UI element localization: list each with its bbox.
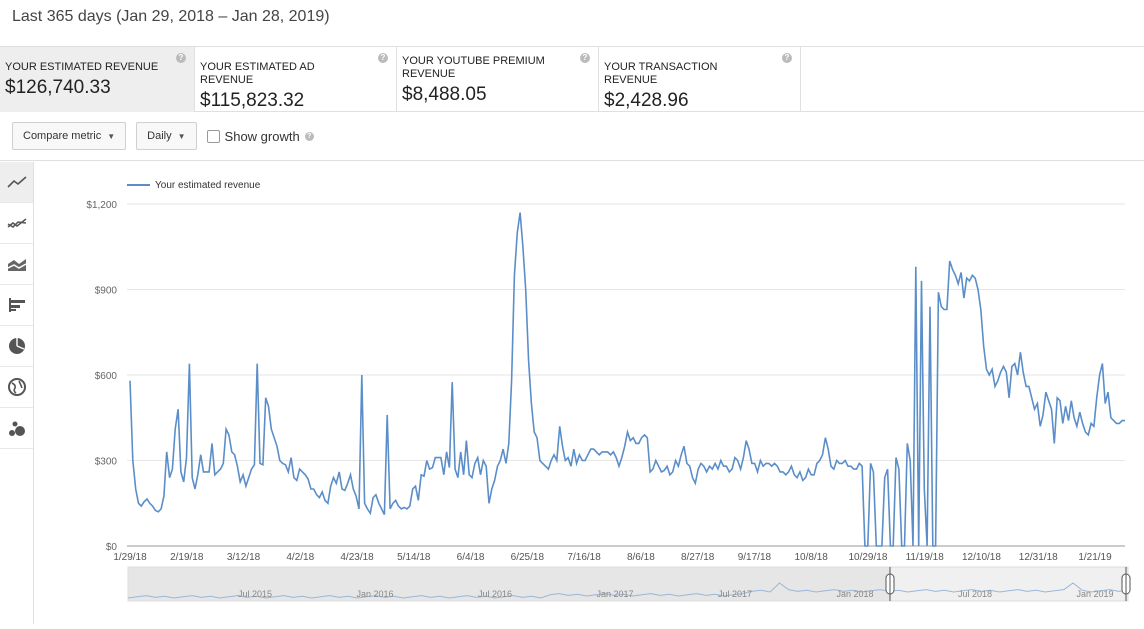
revenue-line-chart[interactable]: $0 $300 $600 $900 $1,200 1/29/18 2/19/18 3/12/1… — [35, 162, 1144, 624]
x-tick-label: 8/27/18 — [681, 552, 715, 563]
x-tick-label: 6/25/18 — [511, 552, 545, 563]
help-icon[interactable]: ? — [782, 53, 792, 63]
metric-tab-premium-revenue[interactable]: YOUR YOUTUBE PREMIUM REVENUE $8,488.05 ? — [397, 47, 599, 112]
navigator-label: Jul 2018 — [958, 589, 992, 599]
y-tick-label: $300 — [95, 457, 118, 468]
interval-label: Daily — [147, 130, 172, 142]
revenue-series-line — [129, 212, 1125, 547]
caret-down-icon: ▼ — [107, 131, 116, 141]
metric-tab-estimated-revenue[interactable]: YOUR ESTIMATED REVENUE $126,740.33 ? — [0, 47, 195, 112]
navigator-label: Jul 2017 — [718, 589, 752, 599]
help-icon[interactable]: ? — [378, 53, 388, 63]
navigator-label: Jul 2016 — [478, 589, 512, 599]
metric-value: $115,823.32 — [200, 90, 305, 111]
date-range-label[interactable]: Last 365 days (Jan 29, 2018 – Jan 28, 20… — [12, 8, 330, 25]
chart-type-sidebar — [0, 162, 34, 624]
x-tick-label: 6/4/18 — [457, 552, 485, 563]
metric-value: $126,740.33 — [5, 77, 111, 98]
bar-chart-icon — [8, 298, 25, 312]
line-chart-button[interactable] — [0, 162, 33, 203]
help-icon[interactable]: ? — [580, 53, 590, 63]
navigator-line — [127, 582, 1129, 599]
navigator-label: Jan 2016 — [356, 589, 393, 599]
help-icon[interactable]: ? — [304, 131, 314, 141]
compare-metric-label: Compare metric — [23, 130, 102, 142]
bar-chart-button[interactable] — [0, 285, 33, 326]
x-tick-label: 1/29/18 — [113, 552, 147, 563]
metric-value: $2,428.96 — [604, 90, 689, 111]
y-tick-label: $0 — [106, 542, 118, 553]
multi-line-button[interactable] — [0, 203, 33, 244]
x-tick-label: 12/10/18 — [962, 552, 1001, 563]
navigator-label: Jan 2019 — [1076, 589, 1113, 599]
legend-label: Your estimated revenue — [155, 180, 261, 191]
x-tick-label: 1/21/19 — [1078, 552, 1112, 563]
metric-tab-transaction-revenue[interactable]: YOUR TRANSACTION REVENUE $2,428.96 ? — [599, 47, 801, 112]
x-tick-label: 10/8/18 — [794, 552, 828, 563]
geo-chart-button[interactable] — [0, 367, 33, 408]
metric-tab-ad-revenue[interactable]: YOUR ESTIMATED AD REVENUE $115,823.32 ? — [195, 47, 397, 112]
navigator-label: Jul 2015 — [238, 589, 272, 599]
x-tick-label: 8/6/18 — [627, 552, 655, 563]
navigator-label: Jan 2017 — [596, 589, 633, 599]
metric-label: YOUR ESTIMATED REVENUE — [5, 61, 159, 73]
y-tick-label: $1,200 — [86, 200, 117, 211]
stacked-area-icon — [7, 259, 26, 271]
y-tick-label: $900 — [95, 286, 118, 297]
divider — [0, 160, 1144, 161]
help-icon[interactable]: ? — [176, 53, 186, 63]
metric-value: $8,488.05 — [402, 84, 487, 105]
x-tick-label: 11/19/18 — [906, 552, 945, 563]
bubble-chart-icon — [8, 421, 25, 436]
globe-icon — [7, 378, 26, 396]
navigator-mask — [128, 567, 890, 601]
x-tick-label: 7/16/18 — [567, 552, 601, 563]
stacked-area-button[interactable] — [0, 244, 33, 285]
y-tick-label: $600 — [95, 371, 118, 382]
show-growth-toggle[interactable]: Show growth ? — [206, 128, 314, 144]
caret-down-icon: ▼ — [177, 131, 186, 141]
x-tick-label: 2/19/18 — [170, 552, 204, 563]
x-tick-label: 12/31/18 — [1019, 552, 1058, 563]
show-growth-label: Show growth — [224, 128, 300, 144]
compare-metric-dropdown[interactable]: Compare metric ▼ — [12, 122, 127, 150]
x-tick-label: 5/14/18 — [397, 552, 431, 563]
x-tick-label: 9/17/18 — [738, 552, 772, 563]
x-tick-label: 3/12/18 — [227, 552, 261, 563]
navigator-label: Jan 2018 — [836, 589, 873, 599]
x-tick-label: 10/29/18 — [848, 552, 887, 563]
metric-tabs: YOUR ESTIMATED REVENUE $126,740.33 ? YOU… — [0, 46, 1144, 112]
pie-chart-button[interactable] — [0, 326, 33, 367]
metric-label: YOUR TRANSACTION REVENUE — [604, 61, 718, 86]
show-growth-checkbox[interactable] — [206, 129, 220, 143]
metric-label: YOUR YOUTUBE PREMIUM REVENUE — [402, 55, 545, 80]
chart-toolbar: Compare metric ▼ Daily ▼ Show growth ? — [12, 122, 314, 150]
pie-chart-icon — [8, 338, 25, 354]
line-chart-icon — [6, 176, 27, 188]
x-tick-label: 4/23/18 — [340, 552, 374, 563]
bubble-chart-button[interactable] — [0, 408, 33, 449]
interval-dropdown[interactable]: Daily ▼ — [136, 122, 197, 150]
x-tick-label: 4/2/18 — [286, 552, 314, 563]
multi-line-icon — [7, 218, 26, 228]
metric-label: YOUR ESTIMATED AD REVENUE — [200, 61, 315, 86]
chart-area: $0 $300 $600 $900 $1,200 1/29/18 2/19/18 3/12/1… — [35, 162, 1144, 624]
